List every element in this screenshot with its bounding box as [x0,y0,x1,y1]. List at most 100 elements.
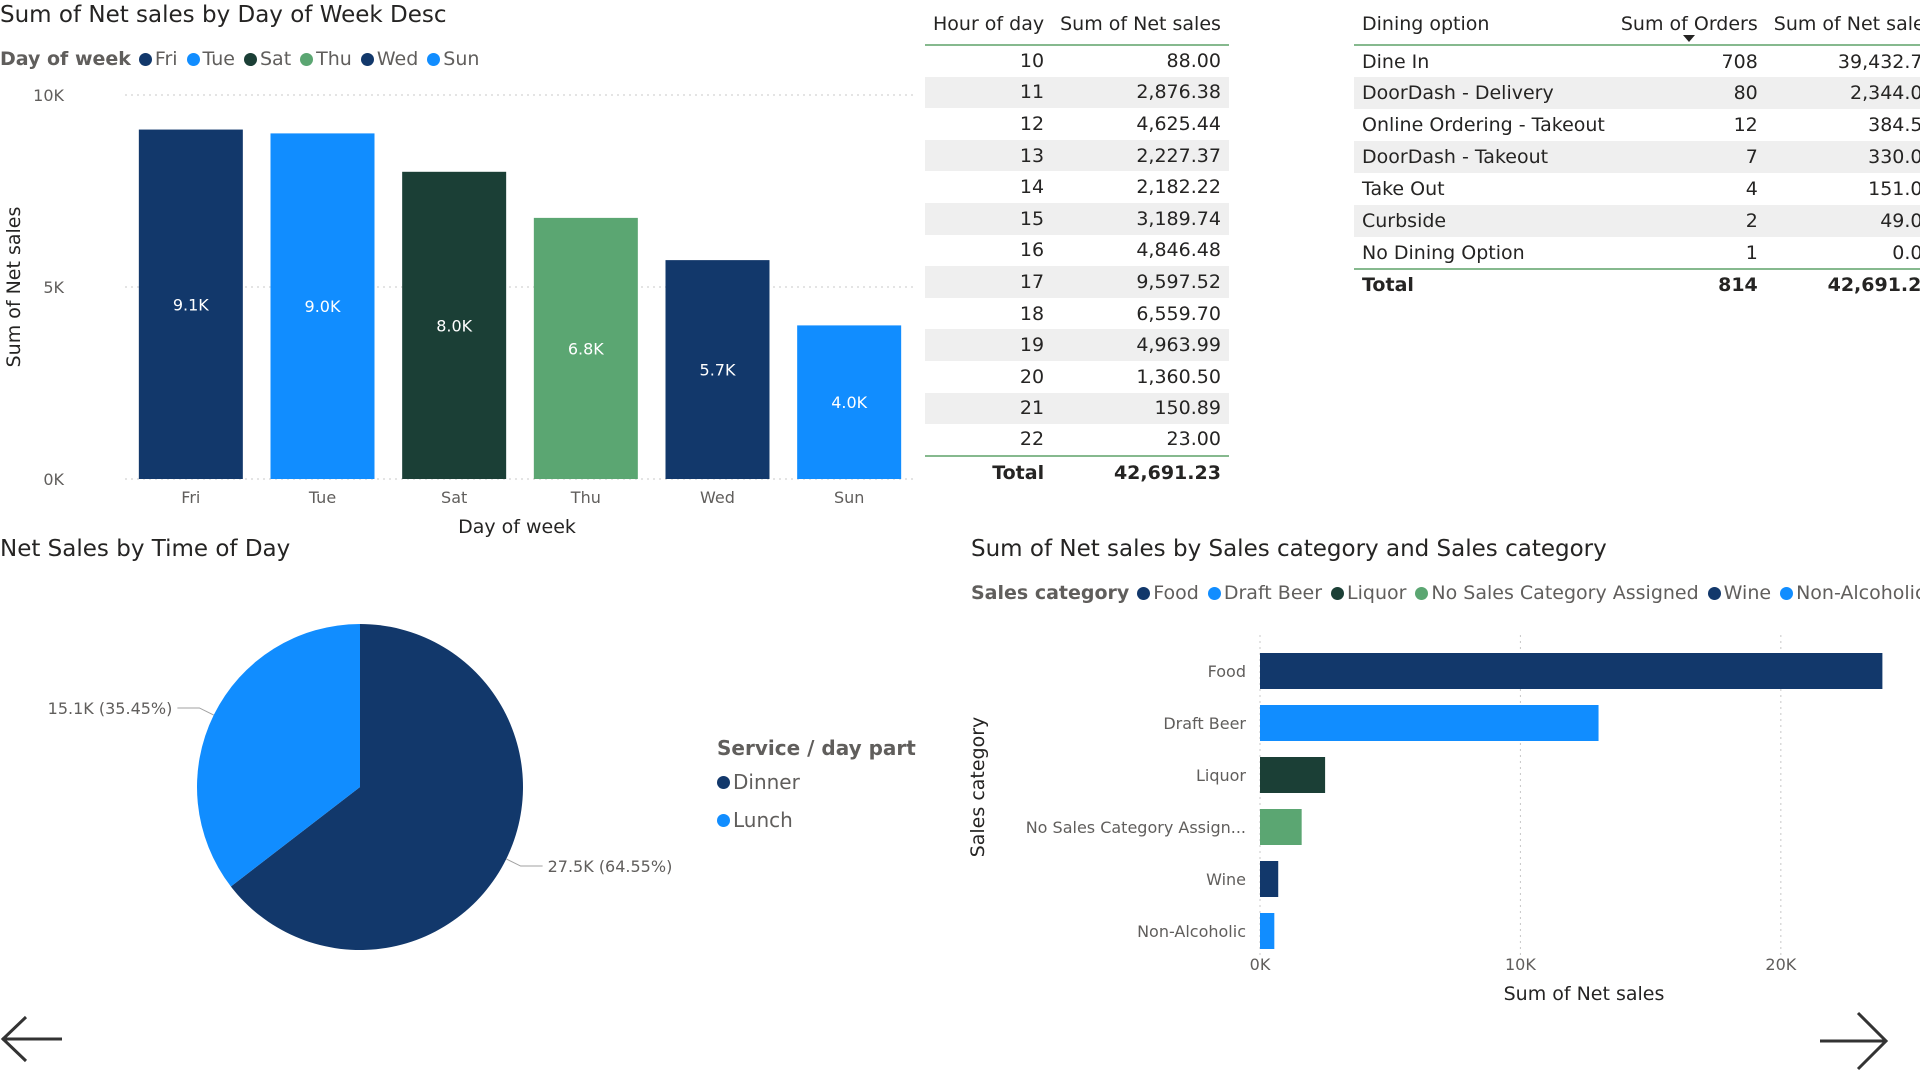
hour-cell: 21 [1019,397,1045,420]
legend-item-sat[interactable]: Sat [244,48,291,70]
net-sales-cell: 4,963.99 [1136,334,1221,357]
net-sales-cell: 150.89 [1154,397,1221,420]
hbar-chart-title: Sum of Net sales by Sales category and S… [971,536,1607,562]
x-tick-label: 10K [1505,955,1536,974]
table-row[interactable]: DoorDash - Delivery 80 2,344.00 [1354,77,1920,109]
bar[interactable] [1260,913,1275,949]
dining-option-cell: Take Out [1362,178,1445,200]
table-row[interactable]: Dine In 708 39,432.73 [1354,45,1920,77]
hour-cell: 14 [1019,176,1045,199]
table-row[interactable]: 15 3,189.74 [925,202,1229,235]
column-header[interactable]: Sum of Net sales [1773,13,1920,35]
total-label: Total [992,462,1045,485]
legend-item-food[interactable]: Food [1137,582,1199,604]
column-header[interactable]: Hour of day [933,13,1045,35]
table-row[interactable]: 10 88.00 [925,45,1229,77]
bar[interactable] [402,171,507,480]
table-row[interactable]: 11 2,876.38 [925,76,1229,109]
hour-cell: 13 [1019,144,1045,167]
legend-label: Sat [260,48,292,70]
table-row[interactable]: Curbside 2 49.00 [1354,205,1920,237]
next-page-arrow-icon[interactable] [1818,1010,1890,1072]
x-tick-label: 0K [1250,955,1271,974]
table-row[interactable]: 16 4,846.48 [925,235,1229,267]
bar-chart: 10K 5K 0K 9.1K Fri 9.0K Tue 8.0K Sat 6.8K Thu 5.7K W… [3,86,915,538]
table-row[interactable]: 14 2,182.22 [925,171,1229,203]
legend-label: Tue [202,48,235,70]
legend-label: Thu [316,48,352,70]
orders-cell: 4 [1745,178,1758,200]
legend-item-draft-beer[interactable]: Draft Beer [1207,582,1322,604]
bar[interactable] [533,217,638,479]
table-row[interactable]: 19 4,963.99 [925,329,1229,361]
table-row[interactable]: DoorDash - Takeout 7 330.00 [1354,141,1920,173]
bar-data-label: 9.1K [173,295,209,314]
legend-item-wine[interactable]: Wine [1707,582,1771,604]
column-header[interactable]: Sum of Net sales [1060,13,1221,35]
table-row[interactable]: 17 9,597.52 [925,266,1229,298]
pie-chart: 27.5K (64.55%) 15.1K (35.45%) [48,624,672,951]
bar[interactable] [1260,757,1326,793]
bar[interactable] [1260,705,1599,741]
net-sales-cell: 9,597.52 [1136,270,1221,293]
y-tick-label: Food [1208,662,1246,681]
legend-item-tue[interactable]: Tue [186,48,235,70]
net-sales-cell: 4,846.48 [1136,239,1221,262]
legend-item-wed[interactable]: Wed [360,48,418,70]
legend-label: Dinner [733,770,800,794]
y-tick-label: Wine [1206,870,1246,889]
legend-dot [360,52,374,66]
hour-cell: 22 [1019,428,1045,451]
table-row[interactable]: Take Out 4 151.00 [1354,173,1920,205]
bar[interactable] [1260,809,1302,845]
bar-data-label: 4.0K [831,393,867,412]
legend-item-non-alcoholic[interactable]: Non-Alcoholic [1780,582,1920,604]
bar[interactable] [665,260,770,479]
legend-item-thu[interactable]: Thu [300,48,352,70]
hour-cell: 16 [1019,239,1045,262]
table-row[interactable]: Online Ordering - Takeout 12 384.50 [1354,109,1920,141]
table-row[interactable]: 12 4,625.44 [925,108,1229,140]
hour-cell: 18 [1019,302,1045,325]
legend-item-fri[interactable]: Fri [138,48,178,70]
bar[interactable] [138,129,243,479]
pie-slice[interactable] [196,624,360,887]
legend-dot [717,775,730,789]
hour-table: Hour of day Sum of Net sales 10 88.00 11 2,… [925,4,1229,490]
net-sales-cell: 2,876.38 [1136,81,1221,104]
legend-item-liquor[interactable]: Liquor [1331,582,1406,604]
table-row[interactable]: No Dining Option 1 0.00 [1354,237,1920,269]
net-sales-cell: 151.00 [1868,178,1920,200]
bar[interactable] [1260,653,1883,689]
column-header[interactable]: Dining option [1362,13,1490,35]
bar[interactable] [1260,861,1279,897]
previous-page-arrow-icon[interactable] [0,1014,66,1064]
legend-item-dinner[interactable]: Dinner [717,770,916,794]
legend-label: Sun [443,48,480,70]
bar[interactable] [797,325,902,479]
legend-dot [1137,586,1151,600]
legend-label: Fri [154,48,178,70]
bar[interactable] [270,133,375,479]
table-row[interactable]: 13 2,227.37 [925,139,1229,172]
pie-slice[interactable] [230,624,523,951]
net-sales-cell: 384.50 [1868,114,1920,136]
net-sales-cell: 88.00 [1166,50,1221,73]
table-row[interactable]: 20 1,360.50 [925,361,1229,393]
hbar-chart-legend: Sales category Food Draft Beer Liquor No… [971,582,1920,604]
legend-dot [717,813,730,827]
table-row[interactable]: 22 23.00 [925,424,1229,456]
legend-item-sun[interactable]: Sun [427,48,479,70]
legend-item-lunch[interactable]: Lunch [717,808,916,832]
legend-title: Sales category [971,582,1130,604]
column-header-sorted[interactable]: Sum of Orders [1613,4,1766,45]
table-row[interactable]: 21 150.89 [925,392,1229,425]
net-sales-cell: 4,625.44 [1136,112,1221,135]
total-sales: 42,691.23 [1827,273,1920,296]
hour-cell: 11 [1019,81,1045,104]
legend-item-no-category[interactable]: No Sales Category Assigned [1415,582,1699,604]
legend-dot [300,52,314,66]
table-row[interactable]: 18 6,559.70 [925,298,1229,330]
orders-cell: 1 [1745,241,1758,264]
dining-option-cell: Dine In [1362,50,1430,73]
